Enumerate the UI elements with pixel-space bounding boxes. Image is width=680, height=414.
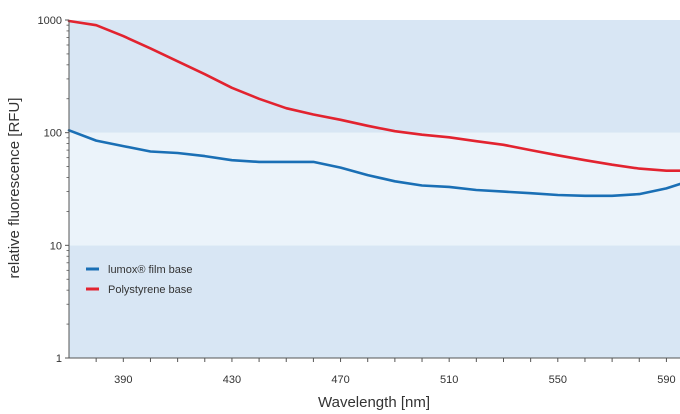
- x-tick-label: 590: [657, 374, 675, 386]
- background-band: [69, 245, 680, 358]
- y-tick-label: 10: [50, 240, 62, 252]
- x-tick-label: 390: [114, 374, 132, 386]
- x-axis-title: Wavelength [nm]: [318, 394, 430, 411]
- x-tick-label: 550: [549, 374, 567, 386]
- y-tick-label: 100: [44, 128, 62, 140]
- y-axis-title: relative fluorescence [RFU]: [6, 98, 23, 279]
- series-line: [67, 19, 680, 172]
- y-tick-labels: 1 10 100 1000: [38, 15, 62, 365]
- axes: [65, 19, 680, 362]
- y-tick-label: 1000: [38, 15, 62, 27]
- x-tick-label: 430: [223, 374, 241, 386]
- background-band: [69, 20, 680, 133]
- background-band: [69, 132, 680, 246]
- x-tick-label: 470: [331, 374, 349, 386]
- x-tick-label: 510: [440, 374, 458, 386]
- legend: lumox® film base Polystyrene base: [86, 264, 193, 296]
- x-tick-labels: 390 430 470 510 550 590: [114, 374, 675, 386]
- series-line: [67, 129, 680, 198]
- background-bands: [69, 20, 680, 358]
- series-layer: [67, 19, 680, 198]
- legend-label: lumox® film base: [108, 264, 193, 276]
- legend-label: Polystyrene base: [108, 284, 192, 296]
- y-tick-label: 1: [56, 353, 62, 365]
